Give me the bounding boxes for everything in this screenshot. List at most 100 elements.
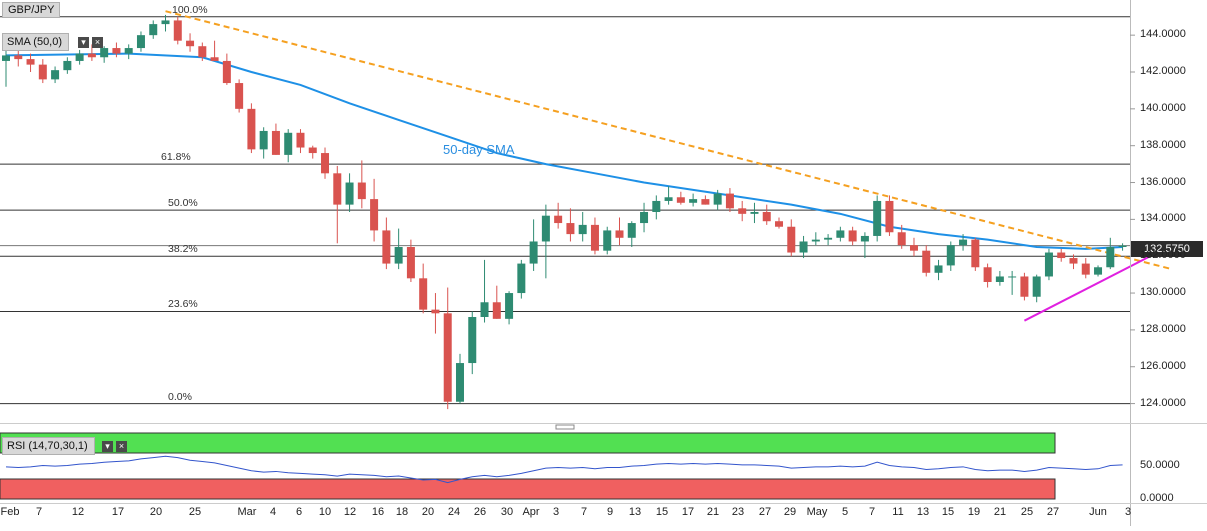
candle-body <box>860 235 869 242</box>
time-axis-tick: 7 <box>868 506 876 518</box>
candle-body <box>541 215 550 242</box>
rsi-overbought-band <box>0 432 1056 454</box>
time-axis-tick: 17 <box>111 506 125 518</box>
time-axis-tick: 17 <box>681 506 695 518</box>
candle <box>897 224 906 249</box>
last-price-tag: 132.5750 <box>1131 241 1203 257</box>
candle-body <box>284 132 293 155</box>
time-axis-tick: 4 <box>269 506 277 518</box>
time-axis-tick: May <box>806 506 828 518</box>
fib-label: 61.8% <box>161 151 191 164</box>
candle-body <box>811 239 820 242</box>
candle <box>468 311 477 375</box>
candle-body <box>615 230 624 238</box>
candle-body <box>161 20 170 25</box>
candle <box>860 232 869 259</box>
candle <box>578 212 587 242</box>
candle-body <box>1057 252 1066 259</box>
candle-body <box>946 245 955 266</box>
sma-close-button[interactable]: × <box>92 37 103 48</box>
candle-body <box>1008 276 1017 278</box>
candle <box>1008 270 1017 295</box>
time-axis-tick: 21 <box>993 506 1007 518</box>
candle <box>1081 258 1090 279</box>
time-axis-tick: 29 <box>783 506 797 518</box>
candle-body <box>382 230 391 264</box>
candle-body <box>701 199 710 205</box>
time-axis-tick: 15 <box>655 506 669 518</box>
sma-settings-button[interactable]: ▾ <box>78 37 89 48</box>
rsi-layer <box>5 455 1123 484</box>
time-axis-tick: 11 <box>892 506 904 518</box>
rsi-bands <box>0 432 1056 500</box>
candle <box>775 217 784 229</box>
candle-body <box>247 108 256 150</box>
candle <box>701 195 710 205</box>
candle <box>63 57 72 74</box>
candle-body <box>603 230 612 251</box>
time-axis-tick: 21 <box>706 506 720 518</box>
rsi-settings-button[interactable]: ▾ <box>102 441 113 452</box>
candle-body <box>713 193 722 205</box>
time-axis-tick: 18 <box>395 506 409 518</box>
candle-body <box>836 230 845 238</box>
candle <box>1118 243 1127 251</box>
candle <box>566 208 575 242</box>
candle <box>787 219 796 257</box>
price-axis-tick: 128.0000 <box>1140 322 1186 335</box>
candle <box>505 291 514 325</box>
candle <box>848 226 857 246</box>
time-axis-tick: Apr <box>522 506 540 518</box>
support-layer <box>1023 244 1173 322</box>
candle-body <box>505 293 514 319</box>
time-axis-tick: 7 <box>35 506 43 518</box>
time-axis-tick: 9 <box>606 506 614 518</box>
candle <box>1032 274 1041 303</box>
time-axis-tick: Feb <box>0 506 20 518</box>
candle-body <box>455 363 464 402</box>
candle <box>934 259 943 281</box>
rsi-line <box>5 455 1123 484</box>
candle <box>811 232 820 246</box>
candle-body <box>345 182 354 205</box>
price-axis-tick: 138.0000 <box>1140 138 1186 151</box>
time-axis-tick: 16 <box>371 506 385 518</box>
candle <box>738 200 747 222</box>
candle-body <box>762 212 771 222</box>
candle <box>983 263 992 288</box>
candle <box>382 217 391 270</box>
candle <box>959 234 968 251</box>
time-axis-tick: 23 <box>731 506 745 518</box>
candle <box>161 14 170 32</box>
price-axis-tick: 124.0000 <box>1140 396 1186 409</box>
candle-body <box>136 35 145 49</box>
resistance-layer <box>165 10 1172 271</box>
candle-body <box>394 247 403 264</box>
candle-body <box>480 302 489 317</box>
candle <box>259 127 268 159</box>
candle-body <box>676 197 685 203</box>
rsi-close-button[interactable]: × <box>116 441 127 452</box>
candle <box>345 173 354 212</box>
candle-body <box>848 230 857 242</box>
time-axis-tick: 7 <box>580 506 588 518</box>
time-axis-tick: Jun <box>1089 506 1107 518</box>
candle <box>480 259 489 323</box>
candle <box>333 165 342 244</box>
candle <box>2 49 10 87</box>
candle <box>431 293 440 334</box>
candle-body <box>431 309 440 314</box>
candle-body <box>63 60 72 71</box>
candle <box>1069 254 1078 270</box>
fib-label: 38.2% <box>168 243 198 256</box>
candle <box>995 270 1004 286</box>
candle-body <box>909 245 918 251</box>
candle <box>357 160 366 209</box>
candle-body <box>222 60 231 84</box>
candle <box>419 263 428 314</box>
candle <box>321 147 330 179</box>
candle-body <box>885 200 894 233</box>
price-axis-tick: 130.0000 <box>1140 286 1186 299</box>
sma-indicator-text: SMA (50,0) <box>7 36 63 48</box>
